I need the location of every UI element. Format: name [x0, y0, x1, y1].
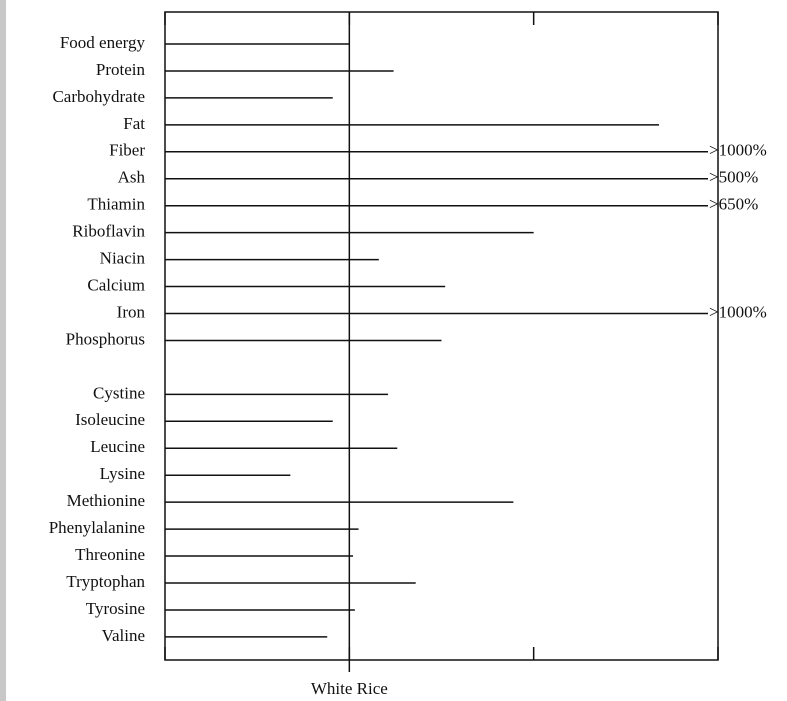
category-label: Riboflavin	[72, 222, 145, 241]
category-label: Valine	[102, 626, 145, 645]
category-label: Cystine	[93, 383, 145, 402]
value-label: >500%	[709, 168, 758, 187]
category-label: Isoleucine	[75, 410, 145, 429]
category-label: Phosphorus	[66, 329, 145, 348]
category-label: Threonine	[75, 545, 145, 564]
category-label: Fiber	[109, 141, 145, 160]
category-label: Tryptophan	[66, 572, 145, 591]
value-label: >1000%	[709, 302, 767, 321]
category-label: Carbohydrate	[52, 87, 145, 106]
category-label: Phenylalanine	[49, 518, 145, 537]
category-label: Ash	[118, 168, 146, 187]
left-border	[0, 0, 6, 701]
category-label: Tyrosine	[86, 599, 145, 618]
category-label: Lysine	[100, 464, 145, 483]
value-label: >650%	[709, 195, 758, 214]
category-label: Fat	[123, 114, 145, 133]
category-label: Thiamin	[87, 195, 145, 214]
category-label: Calcium	[87, 275, 145, 294]
category-label: Food energy	[60, 33, 146, 52]
category-label: Protein	[96, 60, 146, 79]
category-label: Leucine	[90, 437, 145, 456]
frame	[164, 11, 719, 661]
category-label: Niacin	[100, 249, 146, 268]
category-label: Methionine	[67, 491, 145, 510]
value-label: >1000%	[709, 141, 767, 160]
category-label: Iron	[117, 302, 146, 321]
reference-label: White Rice	[311, 679, 388, 698]
